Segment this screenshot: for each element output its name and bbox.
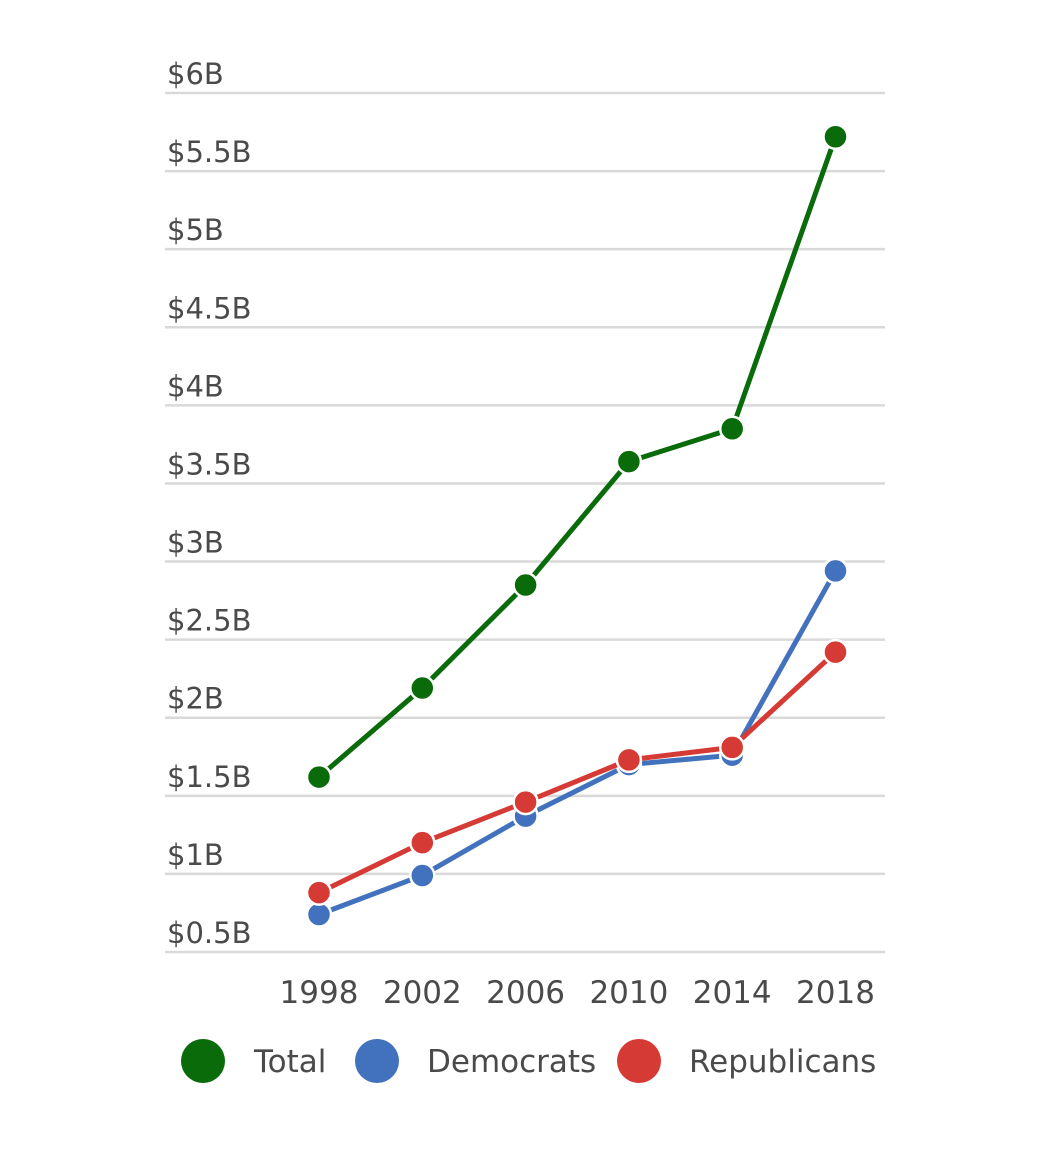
- data-point-total[interactable]: [822, 123, 849, 150]
- data-point-republicans[interactable]: [512, 788, 539, 816]
- series-democrats: [305, 557, 849, 928]
- legend-marker: [617, 1039, 661, 1083]
- y-tick-label: $4B: [167, 369, 224, 403]
- data-point-total[interactable]: [409, 674, 436, 702]
- x-tick-label: 2002: [383, 975, 462, 1011]
- series-line-republicans: [316, 649, 838, 896]
- legend-marker: [355, 1039, 399, 1083]
- data-point-democrats[interactable]: [409, 862, 436, 889]
- data-point-total[interactable]: [305, 763, 333, 791]
- data-point-democrats[interactable]: [822, 557, 849, 585]
- data-point-republicans[interactable]: [305, 879, 333, 906]
- data-point-republicans[interactable]: [615, 746, 643, 774]
- x-tick-label: 2014: [693, 975, 772, 1011]
- x-tick-label: 2018: [796, 975, 875, 1011]
- series-lines: [305, 123, 849, 928]
- x-tick-label: 2006: [486, 975, 565, 1011]
- y-tick-label: $6B: [167, 57, 224, 91]
- legend-marker: [181, 1039, 225, 1083]
- data-point-democrats[interactable]: [305, 901, 333, 928]
- series-total: [305, 123, 849, 791]
- legend: Total Democrats Republicans: [181, 1039, 876, 1083]
- data-point-total[interactable]: [512, 571, 539, 599]
- y-tick-label: $2.5B: [167, 604, 251, 638]
- legend-label: Democrats: [427, 1044, 596, 1080]
- series-line-total: [316, 134, 838, 780]
- data-point-total[interactable]: [718, 415, 746, 443]
- legend-label: Total: [253, 1044, 326, 1080]
- series-line-democrats: [316, 568, 838, 918]
- legend-item-republicans[interactable]: Republicans: [617, 1039, 876, 1083]
- y-tick-label: $5B: [167, 213, 224, 247]
- legend-item-total[interactable]: Total: [181, 1039, 326, 1083]
- legend-label: Republicans: [689, 1044, 876, 1080]
- series-republicans: [305, 638, 849, 906]
- y-tick-label: $5.5B: [167, 135, 251, 169]
- gridlines: [165, 91, 885, 954]
- y-tick-label: $1.5B: [167, 760, 251, 794]
- y-axis-ticks: $0.5B $1B $1.5B $2B $2.5B $3B $3.5B $4B $4.5B $5B…: [167, 57, 251, 950]
- y-tick-label: $3B: [167, 526, 224, 560]
- y-tick-label: $3.5B: [167, 447, 251, 481]
- data-point-republicans[interactable]: [409, 829, 436, 856]
- data-point-republicans[interactable]: [822, 638, 849, 666]
- y-tick-label: $1B: [167, 838, 224, 872]
- data-point-total[interactable]: [615, 448, 643, 475]
- y-tick-label: $4.5B: [167, 291, 251, 325]
- data-point-republicans[interactable]: [718, 734, 746, 761]
- x-tick-label: 1998: [280, 975, 359, 1011]
- legend-item-democrats[interactable]: Democrats: [355, 1039, 596, 1083]
- x-axis-ticks: 1998 2002 2006 2010 2014 2018: [280, 975, 875, 1011]
- y-tick-label: $2B: [167, 682, 224, 716]
- x-tick-label: 2010: [589, 975, 668, 1011]
- y-tick-label: $0.5B: [167, 916, 251, 950]
